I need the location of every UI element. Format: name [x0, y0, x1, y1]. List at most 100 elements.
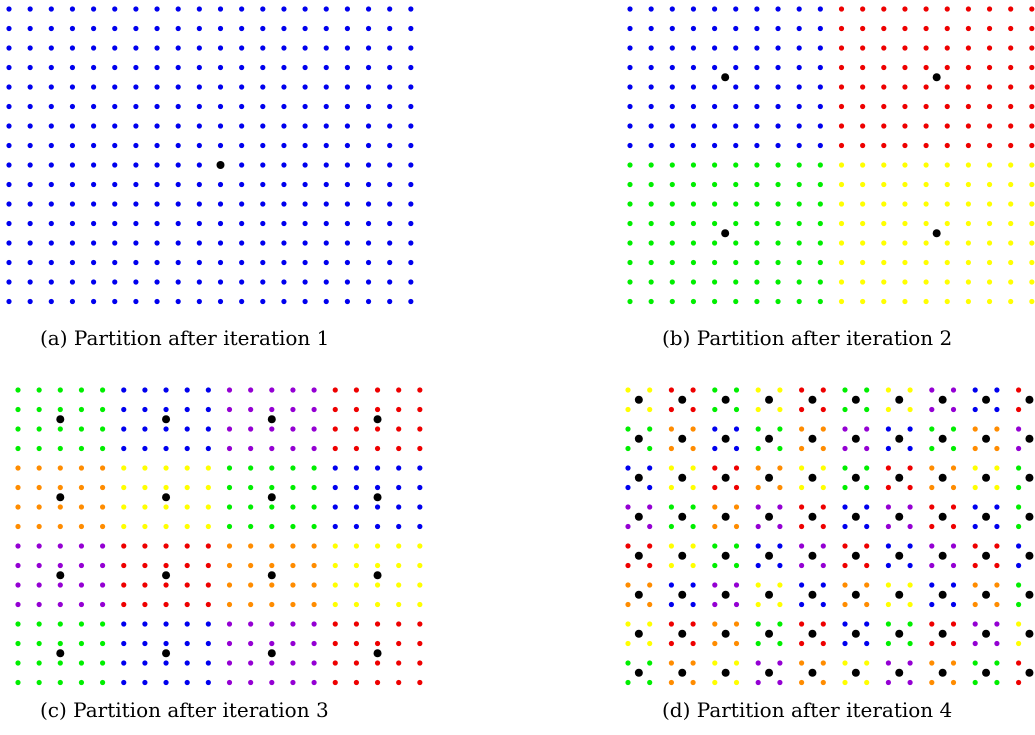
grid-point — [929, 387, 935, 393]
grid-point — [733, 679, 740, 686]
grid-point — [48, 123, 54, 129]
grid-point — [184, 679, 190, 686]
grid-point — [112, 64, 118, 71]
cluster-center — [56, 493, 65, 502]
grid-point — [100, 523, 106, 530]
grid-point — [205, 523, 211, 530]
grid-point — [929, 562, 935, 569]
grid-point — [323, 298, 329, 305]
grid-point — [647, 679, 653, 686]
cluster-center — [634, 629, 643, 638]
grid-point — [323, 201, 329, 207]
grid-point — [290, 484, 296, 491]
grid-point — [100, 426, 106, 432]
grid-point — [281, 240, 287, 246]
grid-point — [842, 406, 848, 413]
grid-point — [690, 25, 697, 32]
grid-point — [323, 84, 329, 90]
grid-point — [142, 426, 148, 432]
grid-point — [817, 142, 823, 149]
grid-point — [344, 103, 350, 110]
grid-point — [864, 426, 870, 432]
grid-point — [864, 660, 870, 666]
grid-point — [27, 45, 33, 51]
cluster-center — [678, 590, 687, 599]
grid-point — [100, 679, 106, 686]
grid-point — [6, 201, 12, 207]
grid-point — [929, 679, 935, 686]
grid-point — [994, 504, 1000, 510]
grid-point — [864, 523, 870, 530]
grid-point — [323, 279, 329, 285]
grid-point — [881, 25, 887, 32]
grid-point — [755, 445, 761, 452]
grid-point — [1016, 445, 1022, 452]
grid-point — [365, 181, 372, 188]
grid-point — [121, 387, 127, 393]
grid-point — [864, 601, 870, 608]
grid-point — [733, 259, 739, 266]
grid-point — [755, 679, 761, 686]
grid-point — [733, 523, 740, 530]
grid-point — [775, 298, 781, 305]
grid-point — [260, 298, 266, 305]
cluster-center — [765, 551, 774, 560]
dot-grid-a — [6, 6, 414, 305]
grid-point — [668, 582, 674, 588]
grid-point — [881, 259, 887, 266]
grid-point — [796, 25, 802, 32]
grid-point — [332, 465, 338, 471]
grid-point — [965, 279, 971, 285]
grid-point — [184, 523, 190, 530]
grid-point — [133, 220, 139, 227]
grid-point — [353, 426, 359, 432]
grid-point — [838, 259, 845, 266]
grid-point — [112, 25, 118, 32]
grid-point — [226, 582, 233, 588]
grid-point — [885, 523, 891, 530]
grid-point — [1029, 64, 1035, 71]
grid-point — [48, 6, 54, 12]
grid-point — [986, 181, 993, 188]
grid-point — [6, 181, 12, 188]
grid-point — [881, 201, 887, 207]
cluster-center — [938, 395, 947, 404]
grid-point — [290, 406, 296, 413]
grid-point — [627, 64, 633, 71]
grid-point — [196, 25, 202, 32]
grid-point — [133, 142, 139, 149]
cluster-center — [267, 571, 276, 580]
grid-point — [323, 64, 329, 71]
grid-point — [36, 406, 42, 413]
grid-point — [269, 660, 275, 666]
grid-point — [796, 240, 802, 246]
cluster-center — [851, 434, 860, 443]
grid-point — [625, 484, 631, 491]
cluster-center — [982, 395, 991, 404]
grid-point — [374, 601, 381, 608]
grid-point — [239, 240, 245, 246]
grid-point — [972, 426, 978, 432]
grid-point — [154, 123, 160, 129]
grid-point — [133, 181, 139, 188]
grid-point — [796, 220, 802, 227]
grid-point — [950, 504, 957, 510]
cluster-center — [808, 473, 817, 482]
grid-point — [625, 406, 631, 413]
grid-point — [690, 562, 696, 569]
grid-point — [944, 201, 950, 207]
grid-point — [121, 679, 127, 686]
grid-point — [733, 84, 739, 90]
grid-point — [248, 601, 254, 608]
grid-point — [387, 220, 393, 227]
grid-point — [302, 201, 308, 207]
grid-point — [260, 259, 266, 266]
grid-point — [121, 504, 127, 510]
grid-point — [344, 25, 350, 32]
grid-point — [796, 162, 802, 168]
grid-point — [217, 279, 224, 285]
grid-point — [323, 240, 329, 246]
grid-point — [196, 240, 202, 246]
grid-point — [281, 6, 287, 12]
grid-point — [669, 259, 675, 266]
